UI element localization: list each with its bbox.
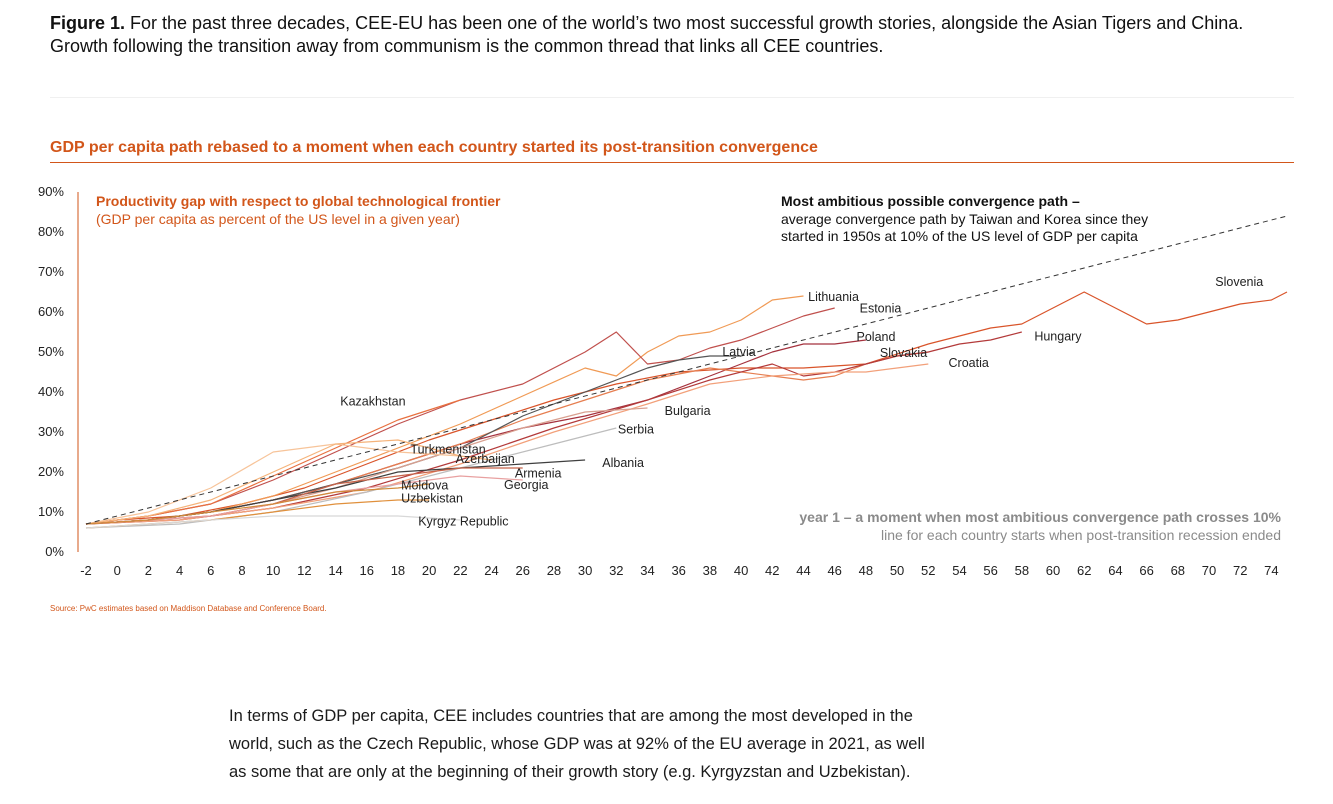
x-tick-label: 38	[703, 563, 717, 578]
series-label: Hungary	[1034, 329, 1082, 343]
series-label: Georgia	[504, 478, 549, 492]
x-tick-label: 18	[391, 563, 405, 578]
series-label: Estonia	[860, 301, 902, 315]
body-paragraph: In terms of GDP per capita, CEE includes…	[229, 702, 1029, 786]
series-label: Azerbaijan	[456, 452, 515, 466]
body-line: as some that are only at the beginning o…	[229, 763, 911, 781]
x-tick-label: 52	[921, 563, 935, 578]
x-tick-label: 10	[266, 563, 280, 578]
series-label: Uzbekistan	[401, 491, 463, 505]
x-tick-label: 46	[827, 563, 841, 578]
x-tick-label: 50	[890, 563, 904, 578]
year1-note-title: year 1 – a moment when most ambitious co…	[799, 509, 1281, 525]
x-tick-label: 12	[297, 563, 311, 578]
ambitious-path-note: started in 1950s at 10% of the US level …	[781, 228, 1138, 244]
year1-note-sub: line for each country starts when post-t…	[881, 527, 1281, 543]
series-line-kyrgyz-republic	[85, 515, 461, 529]
x-tick-label: 60	[1046, 563, 1060, 578]
series-line-estonia	[85, 307, 835, 525]
series-line-slovakia	[85, 351, 929, 525]
x-tick-label: 28	[547, 563, 561, 578]
x-tick-label: 14	[328, 563, 342, 578]
source-note: Source: PwC estimates based on Maddison …	[50, 604, 327, 613]
y-tick-label: 0%	[45, 544, 64, 559]
y-tick-label: 90%	[38, 184, 64, 199]
x-tick-label: 6	[207, 563, 214, 578]
x-tick-label: 54	[952, 563, 966, 578]
divider	[50, 97, 1294, 98]
y-tick-label: 10%	[38, 504, 64, 519]
series-label: Turkmenistan	[410, 443, 485, 457]
x-tick-label: 0	[114, 563, 121, 578]
body-line: world, such as the Czech Republic, whose…	[229, 735, 925, 753]
y-tick-label: 70%	[38, 264, 64, 279]
x-tick-label: 8	[238, 563, 245, 578]
y-tick-label: 40%	[38, 384, 64, 399]
y-tick-label: 50%	[38, 344, 64, 359]
x-tick-label: 4	[176, 563, 183, 578]
figure-label: Figure 1.	[50, 13, 126, 33]
x-tick-label: 16	[360, 563, 374, 578]
y-axis-subtitle: (GDP per capita as percent of the US lev…	[96, 211, 460, 227]
ambitious-path-note: average convergence path by Taiwan and K…	[781, 211, 1148, 227]
series-label: Lithuania	[808, 290, 859, 304]
series-label: Slovenia	[1215, 275, 1263, 289]
series-line-hungary	[85, 331, 1022, 525]
series-label: Bulgaria	[665, 404, 711, 418]
chart-title: GDP per capita path rebased to a moment …	[50, 139, 818, 156]
chart-title-rule	[50, 162, 1294, 163]
x-tick-label: 74	[1264, 563, 1278, 578]
x-tick-label: 58	[1015, 563, 1029, 578]
series-label: Croatia	[949, 356, 989, 370]
y-tick-label: 30%	[38, 424, 64, 439]
series-line-moldova	[85, 483, 430, 525]
x-tick-label: 44	[796, 563, 810, 578]
x-tick-label: 66	[1139, 563, 1153, 578]
series-label: Moldova	[401, 479, 448, 493]
series-label: Kyrgyz Republic	[418, 515, 508, 529]
ambitious-path-line	[85, 215, 1288, 525]
x-tick-label: 68	[1171, 563, 1185, 578]
y-tick-label: 80%	[38, 224, 64, 239]
body-line: In terms of GDP per capita, CEE includes…	[229, 707, 913, 725]
series-label: Albania	[602, 456, 644, 470]
x-tick-label: 22	[453, 563, 467, 578]
series-label: Slovakia	[880, 346, 927, 360]
x-tick-label: 32	[609, 563, 623, 578]
series-line-serbia	[85, 427, 617, 529]
series-line-turkmenistan	[85, 443, 461, 525]
series-line-croatia	[85, 363, 929, 525]
ambitious-path-title: Most ambitious possible convergence path…	[781, 193, 1080, 209]
x-tick-label: 62	[1077, 563, 1091, 578]
y-axis-title: Productivity gap with respect to global …	[96, 193, 501, 209]
x-tick-label: 48	[859, 563, 873, 578]
x-tick-label: 72	[1233, 563, 1247, 578]
y-tick-label: 60%	[38, 304, 64, 319]
x-tick-label: 56	[983, 563, 997, 578]
x-tick-label: 40	[734, 563, 748, 578]
series-label: Kazakhstan	[340, 395, 405, 409]
series-label: Latvia	[722, 345, 755, 359]
line-chart: 0%10%20%30%40%50%60%70%80%90%-2 0 2 4 6 8 10 12…	[38, 184, 1288, 578]
x-tick-label: 2	[145, 563, 152, 578]
figure-caption: Figure 1. For the past three decades, CE…	[50, 12, 1300, 58]
series-line-slovenia	[85, 291, 1288, 525]
x-tick-label: 70	[1202, 563, 1216, 578]
x-tick-label: 24	[484, 563, 498, 578]
y-tick-label: 20%	[38, 464, 64, 479]
x-tick-label: 34	[640, 563, 654, 578]
series-line-lithuania	[85, 295, 804, 525]
series-label: Poland	[857, 330, 896, 344]
x-tick-label: 42	[765, 563, 779, 578]
x-tick-label: -2	[80, 563, 92, 578]
x-tick-label: 64	[1108, 563, 1122, 578]
x-tick-label: 30	[578, 563, 592, 578]
x-tick-label: 36	[671, 563, 685, 578]
figure-caption-text: For the past three decades, CEE-EU has b…	[50, 13, 1244, 56]
series-label: Armenia	[515, 467, 562, 481]
x-tick-label: 26	[515, 563, 529, 578]
x-tick-label: 20	[422, 563, 436, 578]
series-line-azerbaijan	[85, 439, 492, 525]
series-label: Serbia	[618, 423, 654, 437]
